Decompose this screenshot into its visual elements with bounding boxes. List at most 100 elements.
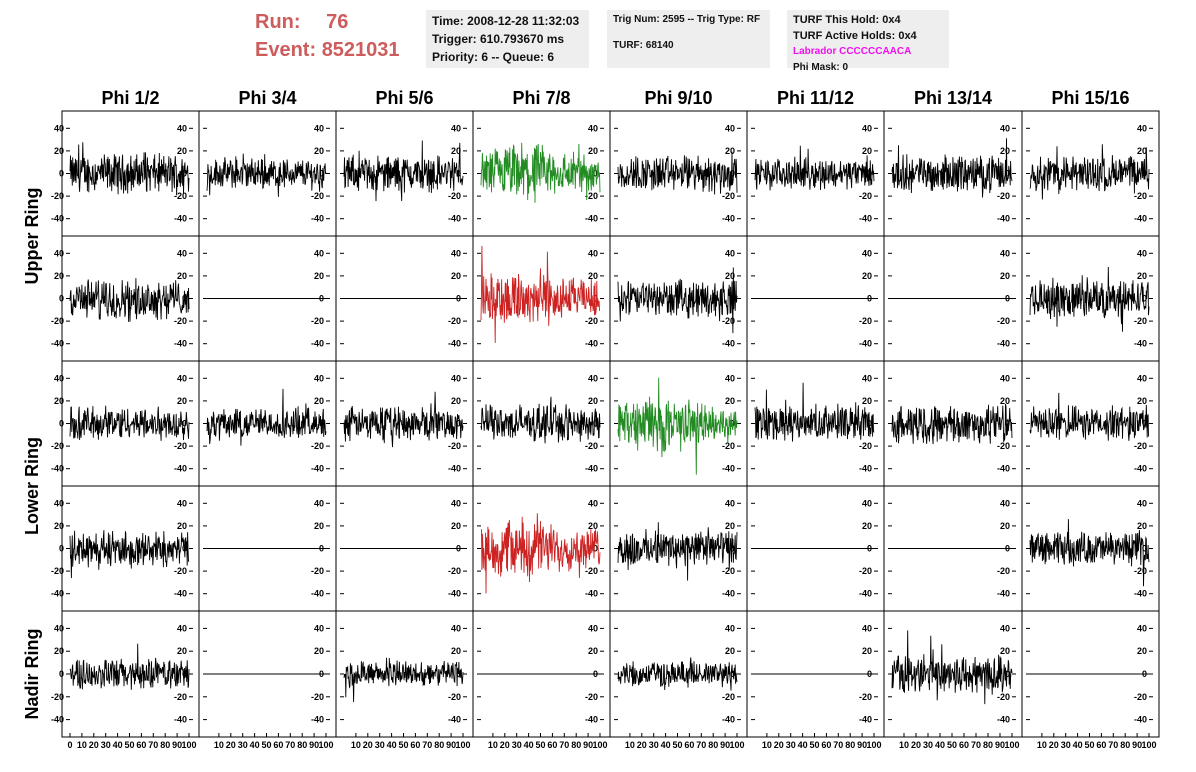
- ytick-label-right: -20: [997, 692, 1010, 702]
- ytick-label-right: -20: [174, 441, 187, 451]
- xtick-label: 60: [821, 740, 831, 750]
- ytick-label: 20: [54, 396, 64, 406]
- waveform-r3-c7: [1029, 519, 1150, 587]
- ytick-label-right: -40: [997, 589, 1010, 599]
- ytick-label-right: -40: [174, 589, 187, 599]
- ytick-label-right: 40: [1000, 248, 1010, 258]
- waveform-r1-c3: [480, 245, 601, 344]
- ytick-label-right: -20: [585, 316, 598, 326]
- column-header-2: Phi 3/4: [238, 88, 296, 108]
- xtick-label: 50: [261, 740, 271, 750]
- xtick-label: 80: [708, 740, 718, 750]
- ytick-label-right: -20: [997, 566, 1010, 576]
- ytick-label: -40: [51, 339, 64, 349]
- ytick-label-right: 40: [451, 123, 461, 133]
- ytick-label-right: -20: [1134, 566, 1147, 576]
- run-event-block: Run: 76 Event: 8521031: [255, 8, 400, 64]
- xtick-label: 100: [1004, 740, 1019, 750]
- ytick-label-right: -40: [585, 715, 598, 725]
- waveform-r3-c4: [617, 522, 738, 581]
- turf-hold-box: TURF This Hold: 0x4 TURF Active Holds: 0…: [787, 10, 949, 73]
- ytick-label-right: -20: [174, 566, 187, 576]
- ytick-label-right: -20: [1134, 441, 1147, 451]
- waveform-r1-c0: [69, 278, 190, 322]
- ytick-label-right: 20: [1137, 271, 1147, 281]
- ytick-label-right: 40: [725, 123, 735, 133]
- xtick-label: 80: [845, 740, 855, 750]
- ytick-label: -20: [51, 316, 64, 326]
- xtick-label: 100: [318, 740, 333, 750]
- event-value: 8521031: [321, 39, 400, 61]
- ytick-label-right: -40: [722, 715, 735, 725]
- xtick-label: 40: [250, 740, 260, 750]
- ytick-label-right: -40: [311, 715, 324, 725]
- ytick-label-right: 40: [177, 123, 187, 133]
- trigger-text: Trigger: 610.793670 ms: [432, 32, 565, 46]
- ytick-label: 0: [59, 169, 64, 179]
- xtick-label: 60: [273, 740, 283, 750]
- ytick-label-right: 20: [177, 396, 187, 406]
- xtick-label: 30: [238, 740, 248, 750]
- ytick-label-right: 20: [588, 146, 598, 156]
- ytick-label-right: 20: [725, 146, 735, 156]
- ytick-label-right: 40: [1137, 373, 1147, 383]
- turf-this-hold-text: TURF This Hold: 0x4: [793, 14, 901, 26]
- xtick-label: 10: [625, 740, 635, 750]
- ytick-label-right: 20: [451, 521, 461, 531]
- column-header-5: Phi 9/10: [644, 88, 712, 108]
- ytick-label-right: -20: [1134, 191, 1147, 201]
- ytick-label-right: 40: [177, 373, 187, 383]
- ytick-label-right: 20: [314, 521, 324, 531]
- xtick-label: 80: [983, 740, 993, 750]
- xtick-label: 30: [375, 740, 385, 750]
- ytick-label-right: -40: [1134, 339, 1147, 349]
- ytick-label-right: 40: [725, 498, 735, 508]
- ytick-label: 40: [54, 373, 64, 383]
- ytick-label-right: -20: [585, 441, 598, 451]
- ytick-label-right: -40: [1134, 464, 1147, 474]
- ytick-label-right: 40: [1137, 123, 1147, 133]
- xtick-label: 50: [124, 740, 134, 750]
- ytick-label-right: 20: [177, 521, 187, 531]
- waveform-r2-c6: [891, 403, 1013, 445]
- ytick-label-right: -40: [311, 464, 324, 474]
- xtick-label: 80: [1120, 740, 1130, 750]
- ytick-label-right: -40: [722, 464, 735, 474]
- ytick-label-right: -40: [997, 214, 1010, 224]
- xtick-label: 10: [1037, 740, 1047, 750]
- ytick-label-right: 20: [862, 146, 872, 156]
- waveform-r0-c7: [1029, 144, 1150, 200]
- ytick-label-right: -20: [722, 692, 735, 702]
- trig-num-text: Trig Num: 2595 -- Trig Type: RF: [613, 14, 761, 25]
- ytick-label-right: 0: [593, 544, 598, 554]
- ytick-label: -40: [51, 589, 64, 599]
- ytick-label-right: -20: [448, 441, 461, 451]
- ytick-label-right: 40: [1137, 248, 1147, 258]
- waveform-r0-c3: [480, 142, 601, 203]
- xtick-label: 60: [410, 740, 420, 750]
- waveform-r0-c6: [891, 138, 1013, 198]
- ytick-label-right: -40: [722, 339, 735, 349]
- ytick-label: -20: [51, 191, 64, 201]
- xtick-label: 90: [446, 740, 456, 750]
- ytick-label-right: 40: [725, 623, 735, 633]
- ytick-label: 20: [54, 271, 64, 281]
- xtick-label: 40: [935, 740, 945, 750]
- ytick-label-right: -20: [997, 441, 1010, 451]
- xtick-label: 60: [684, 740, 694, 750]
- xtick-label: 70: [148, 740, 158, 750]
- ytick-label-right: -20: [448, 191, 461, 201]
- ytick-label-right: 20: [177, 271, 187, 281]
- xtick-label: 70: [285, 740, 295, 750]
- run-label: Run:: [255, 11, 301, 33]
- ytick-label-right: -20: [722, 441, 735, 451]
- ytick-label-right: -40: [174, 464, 187, 474]
- waveform-r3-c3: [480, 513, 601, 594]
- xtick-label: 10: [488, 740, 498, 750]
- run-line: Run: 76: [255, 8, 400, 36]
- ytick-label-right: 20: [1137, 396, 1147, 406]
- ytick-label-right: -40: [174, 214, 187, 224]
- xtick-label: 10: [214, 740, 224, 750]
- ytick-label-right: -40: [311, 589, 324, 599]
- ytick-label-right: -20: [311, 441, 324, 451]
